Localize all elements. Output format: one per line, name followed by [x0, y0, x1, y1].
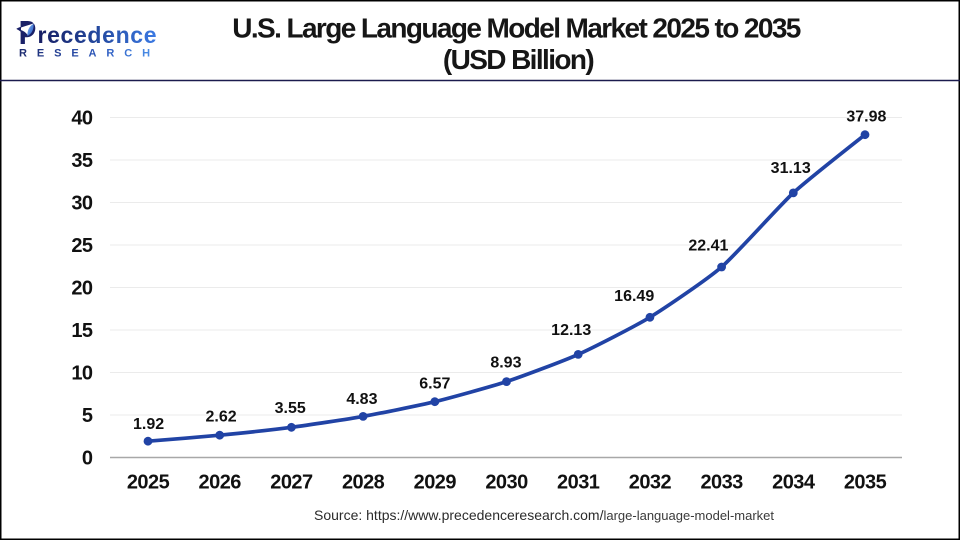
svg-text:recedence: recedence: [38, 22, 158, 48]
svg-text:15: 15: [71, 320, 93, 342]
svg-text:2029: 2029: [414, 472, 457, 494]
svg-text:4.83: 4.83: [346, 391, 377, 408]
svg-text:3.55: 3.55: [275, 400, 306, 417]
svg-text:2.62: 2.62: [206, 408, 237, 425]
svg-text:5: 5: [82, 405, 93, 427]
svg-text:22.41: 22.41: [688, 237, 728, 254]
svg-text:35: 35: [71, 150, 93, 172]
svg-text:37.98: 37.98: [846, 108, 886, 125]
svg-text:2025: 2025: [127, 472, 170, 494]
svg-text:2030: 2030: [485, 472, 528, 494]
svg-text:2031: 2031: [557, 472, 600, 494]
svg-text:8.93: 8.93: [490, 355, 521, 372]
svg-text:2026: 2026: [199, 472, 242, 494]
svg-text:16.49: 16.49: [614, 288, 654, 305]
svg-text:(USD Billion): (USD Billion): [443, 44, 594, 75]
svg-text:6.57: 6.57: [419, 376, 450, 393]
svg-text:2028: 2028: [342, 472, 385, 494]
svg-text:20: 20: [71, 277, 93, 299]
svg-text:40: 40: [71, 107, 93, 129]
svg-text:2027: 2027: [270, 472, 313, 494]
svg-text:2032: 2032: [629, 472, 672, 494]
svg-text:U.S. Large Language Model Mark: U.S. Large Language Model Market 2025 to…: [232, 13, 801, 44]
svg-text:RESEARCH: RESEARCH: [19, 48, 160, 60]
svg-text:0: 0: [82, 447, 93, 469]
svg-text:Source: https://www.precedence: Source: https://www.precedenceresearch.c…: [314, 507, 774, 523]
svg-text:30: 30: [71, 192, 93, 214]
svg-text:25: 25: [71, 235, 93, 257]
svg-text:2033: 2033: [700, 472, 743, 494]
svg-text:12.13: 12.13: [551, 322, 591, 339]
svg-text:2034: 2034: [772, 472, 816, 494]
svg-text:2035: 2035: [844, 472, 887, 494]
svg-text:1.92: 1.92: [133, 416, 164, 433]
svg-text:31.13: 31.13: [771, 160, 811, 177]
svg-text:10: 10: [71, 362, 93, 384]
